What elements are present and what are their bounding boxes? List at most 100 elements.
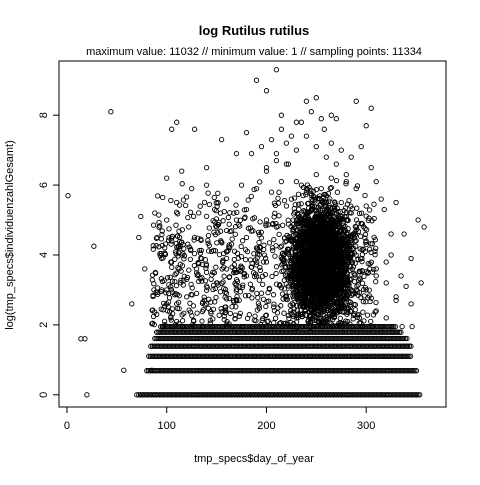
- data-point: [373, 178, 379, 185]
- data-point: [309, 264, 315, 270]
- data-point: [288, 223, 294, 230]
- data-point: [308, 187, 314, 193]
- data-point: [348, 287, 354, 293]
- data-point: [180, 197, 187, 203]
- x-axis: 0 100 200 300: [64, 406, 375, 432]
- data-point: [285, 321, 291, 328]
- data-point: [368, 318, 374, 325]
- data-point: [330, 243, 337, 249]
- band-point: [408, 343, 414, 349]
- data-point: [323, 248, 329, 255]
- data-point: [327, 268, 334, 274]
- band-point: [407, 353, 414, 359]
- data-point: [356, 289, 363, 296]
- data-point: [216, 251, 223, 258]
- data-point: [276, 213, 282, 219]
- data-point: [334, 299, 340, 306]
- data-point: [206, 242, 212, 249]
- data-point: [312, 213, 319, 219]
- data-point: [241, 207, 248, 213]
- data-point: [313, 95, 319, 101]
- data-point: [218, 306, 224, 312]
- data-point: [242, 256, 249, 263]
- data-point: [290, 313, 297, 319]
- data-point: [330, 299, 337, 305]
- data-point: [198, 255, 205, 262]
- data-point: [211, 194, 217, 201]
- data-point: [174, 318, 180, 325]
- data-point: [322, 238, 329, 245]
- band-point: [395, 329, 401, 335]
- data-point: [368, 295, 374, 301]
- data-point: [336, 251, 343, 257]
- data-point: [225, 214, 232, 221]
- data-point: [179, 252, 185, 258]
- data-point: [221, 264, 227, 271]
- data-point: [154, 311, 160, 318]
- data-point: [189, 313, 195, 319]
- data-point: [224, 321, 230, 327]
- data-point: [358, 143, 364, 150]
- data-point: [378, 196, 384, 202]
- data-point: [162, 251, 169, 257]
- data-point: [182, 202, 189, 209]
- data-point: [331, 314, 338, 321]
- data-point: [268, 136, 275, 143]
- data-point: [176, 202, 183, 208]
- data-point: [338, 147, 344, 153]
- data-point: [309, 323, 315, 330]
- data-point: [328, 217, 335, 223]
- data-point: [286, 289, 292, 295]
- data-point: [169, 278, 176, 284]
- data-point: [355, 228, 362, 235]
- data-point: [345, 234, 351, 240]
- chart-subtitle: maximum value: 11032 // minimum value: 1…: [86, 46, 422, 58]
- data-point: [239, 284, 245, 291]
- data-point: [237, 217, 243, 223]
- data-point: [237, 289, 243, 295]
- data-point: [205, 232, 212, 239]
- data-point: [253, 245, 260, 251]
- data-point: [223, 266, 230, 272]
- data-point: [187, 209, 194, 215]
- data-point: [300, 226, 306, 232]
- data-point: [263, 88, 270, 94]
- data-point: [335, 265, 342, 271]
- data-point: [239, 238, 246, 244]
- data-point: [365, 260, 371, 267]
- data-point: [305, 225, 312, 231]
- data-point: [134, 392, 140, 398]
- chart-title: log Rutilus rutilus: [199, 23, 310, 38]
- data-point: [270, 247, 276, 254]
- data-point: [167, 274, 173, 280]
- data-point: [321, 126, 327, 132]
- data-point: [276, 189, 282, 195]
- data-point: [255, 300, 262, 306]
- data-point: [168, 317, 174, 323]
- data-point: [219, 323, 226, 330]
- data-point: [200, 307, 206, 313]
- data-point: [317, 202, 323, 209]
- data-point: [310, 276, 316, 282]
- data-point: [365, 295, 371, 301]
- data-point: [166, 282, 172, 288]
- data-point: [330, 246, 337, 252]
- data-point: [323, 261, 329, 267]
- data-point: [363, 123, 369, 129]
- data-point: [309, 272, 315, 279]
- data-point: [234, 209, 240, 216]
- data-point: [318, 306, 324, 313]
- data-point: [283, 203, 290, 209]
- data-point: [366, 207, 373, 213]
- data-point: [166, 226, 172, 232]
- data-point: [263, 259, 270, 265]
- data-point: [213, 224, 220, 230]
- data-point: [160, 323, 166, 330]
- data-point: [271, 301, 277, 307]
- data-point: [313, 186, 320, 193]
- data-point: [256, 239, 262, 246]
- data-point: [293, 235, 300, 241]
- band-point: [402, 335, 408, 342]
- data-point: [163, 290, 169, 296]
- data-point: [357, 246, 363, 252]
